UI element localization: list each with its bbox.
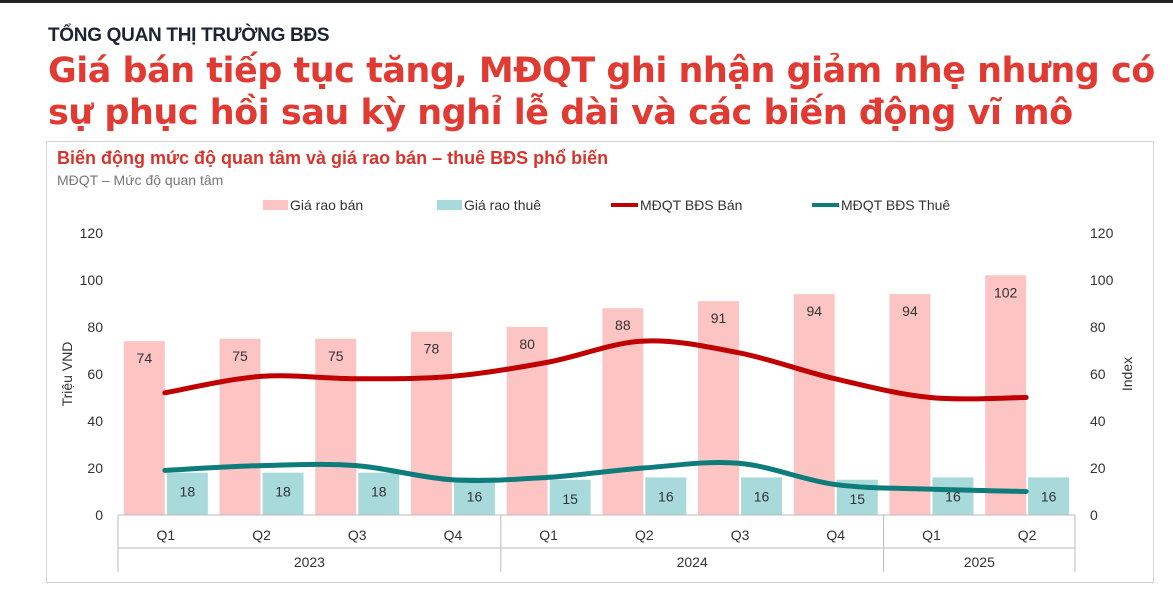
x-tick-label: Q3 bbox=[731, 527, 750, 543]
y-tick-label: 0 bbox=[95, 507, 103, 523]
bar-rent-label: 15 bbox=[849, 491, 865, 507]
y2-tick-label: 60 bbox=[1090, 366, 1106, 382]
bar-rent-label: 18 bbox=[275, 484, 291, 500]
section-kicker: TỔNG QUAN THỊ TRƯỜNG BĐS bbox=[48, 25, 330, 46]
bar-sale-label: 94 bbox=[902, 303, 918, 319]
bar-rent-price bbox=[358, 472, 400, 515]
bar-sale-label: 102 bbox=[994, 284, 1018, 300]
bar-sale-label: 75 bbox=[328, 348, 344, 364]
bar-rent-price bbox=[741, 477, 783, 515]
legend-label: MĐQT BĐS Thuê bbox=[841, 197, 950, 213]
bar-rent-label: 18 bbox=[180, 484, 196, 500]
y2-tick-label: 20 bbox=[1090, 460, 1106, 476]
y2-axis-label: Index bbox=[1119, 357, 1135, 391]
bar-sale-price bbox=[410, 331, 452, 515]
x-tick-label: Q1 bbox=[539, 527, 558, 543]
y2-tick-label: 100 bbox=[1090, 272, 1114, 288]
x-tick-label: Q2 bbox=[635, 527, 654, 543]
bar-rent-price bbox=[645, 477, 687, 515]
line-sale-interest bbox=[162, 338, 1029, 402]
bar-rent-price bbox=[453, 477, 495, 515]
bar-rent-price bbox=[549, 479, 591, 515]
x-tick-label: Q4 bbox=[444, 527, 463, 543]
bar-sale-label: 91 bbox=[711, 310, 727, 326]
x-group-label: 2024 bbox=[677, 554, 708, 570]
bar-rent-label: 16 bbox=[754, 488, 770, 504]
x-group-label: 2025 bbox=[964, 554, 995, 570]
bar-sale-label: 78 bbox=[424, 341, 440, 357]
x-group-label: 2023 bbox=[294, 554, 325, 570]
legend-swatch bbox=[437, 200, 462, 210]
x-tick-label: Q1 bbox=[157, 527, 176, 543]
x-tick-label: Q4 bbox=[826, 527, 845, 543]
chart-subtitle: MĐQT – Mức độ quan tâm bbox=[57, 172, 224, 188]
legend-label: Giá rao bán bbox=[290, 197, 363, 213]
x-tick-label: Q1 bbox=[922, 527, 941, 543]
bar-sale-price bbox=[506, 327, 548, 515]
bar-rent-label: 18 bbox=[371, 484, 387, 500]
y2-tick-label: 80 bbox=[1090, 319, 1106, 335]
y-tick-label: 40 bbox=[87, 413, 103, 429]
legend-swatch bbox=[263, 200, 288, 210]
bar-rent-price bbox=[262, 472, 304, 515]
bar-sale-label: 74 bbox=[137, 350, 153, 366]
y-tick-label: 100 bbox=[80, 272, 104, 288]
bar-rent-label: 16 bbox=[467, 488, 483, 504]
bar-rent-price bbox=[1028, 477, 1070, 515]
bar-sale-price bbox=[889, 294, 931, 515]
y-tick-label: 80 bbox=[87, 319, 103, 335]
y2-tick-label: 40 bbox=[1090, 413, 1106, 429]
y-tick-label: 20 bbox=[87, 460, 103, 476]
bar-sale-label: 80 bbox=[519, 336, 535, 352]
x-tick-label: Q2 bbox=[1018, 527, 1037, 543]
bar-sale-price bbox=[315, 338, 357, 515]
bar-sale-label: 94 bbox=[806, 303, 822, 319]
y-tick-label: 60 bbox=[87, 366, 103, 382]
line-rent-interest bbox=[162, 460, 1029, 494]
y-tick-label: 120 bbox=[80, 225, 104, 241]
y2-tick-label: 120 bbox=[1090, 225, 1114, 241]
page-headline: Giá bán tiếp tục tăng, MĐQT ghi nhận giả… bbox=[48, 51, 1155, 133]
bar-sale-label: 75 bbox=[232, 348, 248, 364]
bar-rent-price bbox=[166, 472, 208, 515]
legend-label: MĐQT BĐS Bán bbox=[640, 197, 742, 213]
x-tick-label: Q2 bbox=[252, 527, 271, 543]
chart-panel bbox=[46, 141, 1154, 583]
bar-rent-label: 16 bbox=[658, 488, 674, 504]
top-border bbox=[0, 0, 1173, 3]
chart-title: Biến động mức độ quan tâm và giá rao bán… bbox=[57, 148, 609, 168]
bar-rent-label: 16 bbox=[1041, 488, 1057, 504]
bar-sale-price bbox=[698, 301, 740, 515]
bar-sale-price bbox=[123, 341, 165, 515]
bar-rent-label: 15 bbox=[562, 491, 578, 507]
legend-label: Giá rao thuê bbox=[464, 197, 541, 213]
y2-tick-label: 0 bbox=[1090, 507, 1098, 523]
y-axis-label: Triệu VND bbox=[59, 342, 75, 407]
bar-rent-price bbox=[932, 477, 974, 515]
bar-sale-price bbox=[219, 338, 261, 515]
x-tick-label: Q3 bbox=[348, 527, 367, 543]
bar-sale-label: 88 bbox=[615, 317, 631, 333]
